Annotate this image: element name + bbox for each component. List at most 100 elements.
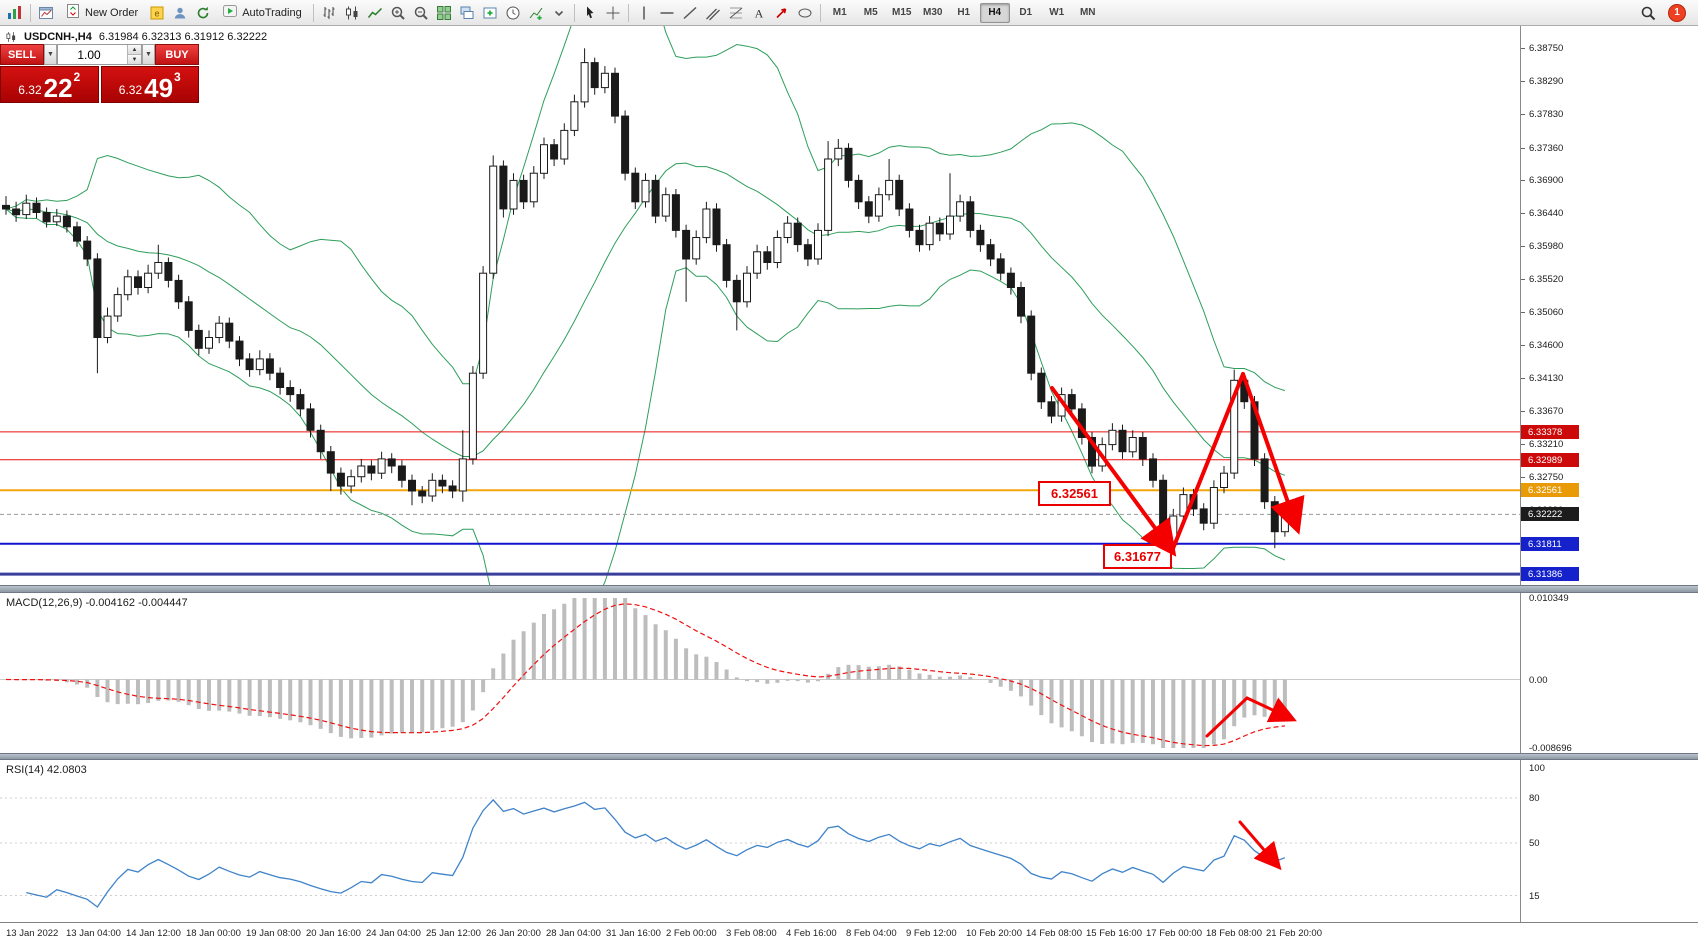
price-axis[interactable]: 6.38750 6.38290 6.37830 6.37360 6.36900 6.364…: [1520, 26, 1698, 585]
sell-options-dropdown[interactable]: ▼: [44, 44, 57, 65]
profiles-icon[interactable]: [169, 2, 191, 24]
fibonacci-icon[interactable]: [725, 2, 747, 24]
buy-options-dropdown[interactable]: ▼: [142, 44, 155, 65]
new-window-icon[interactable]: [479, 2, 501, 24]
timeframe-m15[interactable]: M15: [891, 7, 912, 18]
crosshair-icon[interactable]: [602, 2, 624, 24]
time-axis-label: 26 Jan 20:00: [486, 928, 541, 939]
shapes-icon[interactable]: [794, 2, 816, 24]
rsi-line: [26, 798, 1286, 908]
price-axis-label: 6.32750: [1529, 472, 1564, 483]
zoom-out-icon[interactable]: [410, 2, 432, 24]
macd-plot[interactable]: [0, 593, 1520, 753]
zoom-in-icon[interactable]: [387, 2, 409, 24]
autotrading-button[interactable]: AutoTrading: [215, 2, 309, 24]
chevron-down-icon: ▼: [145, 51, 152, 58]
search-icon[interactable]: [1637, 2, 1659, 24]
time-axis-label: 8 Feb 04:00: [846, 928, 897, 939]
price-tag: 6.31386: [1521, 567, 1579, 581]
notification-badge[interactable]: 1: [1668, 3, 1686, 22]
rsi-axis[interactable]: 100 80 50 15: [1520, 760, 1698, 922]
time-axis-label: 14 Jan 12:00: [126, 928, 181, 939]
candlestick-chart-icon[interactable]: [341, 2, 363, 24]
buy-button[interactable]: BUY: [155, 44, 199, 65]
line-chart-icon[interactable]: [364, 2, 386, 24]
time-axis-label: 13 Jan 2022: [6, 928, 59, 939]
price-axis-tick: [1521, 477, 1525, 478]
macd-axis-label: 0.010349: [1529, 593, 1569, 604]
app-icon[interactable]: [4, 2, 26, 24]
time-axis-label: 15 Feb 16:00: [1086, 928, 1142, 939]
cursor-icon[interactable]: [579, 2, 601, 24]
buy-price-sup: 3: [174, 70, 181, 84]
channel-icon[interactable]: [702, 2, 724, 24]
price-axis-tick: [1521, 81, 1525, 82]
sell-button[interactable]: SELL: [0, 44, 44, 65]
price-axis-tick: [1521, 48, 1525, 49]
timeframe-d1[interactable]: D1: [1019, 7, 1033, 18]
indicators-icon[interactable]: [525, 2, 547, 24]
rsi-label: RSI(14) 42.0803: [6, 764, 87, 776]
cascade-windows-icon[interactable]: [456, 2, 478, 24]
trade-controls-row: SELL ▼ ▲ ▼ ▼ BUY: [0, 44, 199, 65]
price-tag: 6.32222: [1521, 507, 1579, 521]
price-axis-label: 6.36440: [1529, 208, 1564, 219]
macd-histogram: [14, 598, 1287, 748]
volume-decrease-button[interactable]: ▼: [127, 55, 141, 64]
period-icon[interactable]: [502, 2, 524, 24]
rsi-axis-label: 80: [1529, 793, 1540, 804]
rsi-plot[interactable]: [0, 760, 1520, 922]
main-chart-panel[interactable]: 6.38750 6.38290 6.37830 6.37360 6.36900 6.364…: [0, 26, 1698, 585]
new-order-button-label: New Order: [85, 6, 139, 19]
volume-increase-button[interactable]: ▲: [127, 45, 141, 55]
toolbar: New Order e AutoTrading A M1 M5 M15 M30 H1 H4 D1 W1…: [0, 0, 1698, 26]
sell-price-main: 22: [43, 72, 73, 103]
timeframe-m5[interactable]: M5: [863, 7, 878, 18]
macd-panel[interactable]: 0.010349 0.00 -0.008696 MACD(12,26,9) -0.0…: [0, 593, 1698, 754]
toolbar-left-group: New Order e AutoTrading A M1 M5 M15 M30 H1 H4 D1 W1…: [4, 2, 1103, 24]
refresh-icon[interactable]: [192, 2, 214, 24]
time-axis-label: 25 Jan 12:00: [426, 928, 481, 939]
time-axis-label: 18 Jan 00:00: [186, 928, 241, 939]
price-tag: 6.32989: [1521, 453, 1579, 467]
time-axis-label: 4 Feb 16:00: [786, 928, 837, 939]
timeframe-w1[interactable]: W1: [1049, 7, 1065, 18]
macd-signal-line: [5, 603, 1285, 747]
time-axis-label: 19 Jan 08:00: [246, 928, 301, 939]
timeframe-m1[interactable]: M1: [832, 7, 847, 18]
volume-input[interactable]: [58, 45, 120, 64]
bar-chart-icon[interactable]: [318, 2, 340, 24]
price-axis-label: 6.35060: [1529, 307, 1564, 318]
price-axis-label: 6.38290: [1529, 76, 1564, 87]
price-axis-tick: [1521, 444, 1525, 445]
timeframe-h4[interactable]: H4: [979, 2, 1010, 23]
chevron-down-icon: ▼: [47, 51, 54, 58]
rsi-panel[interactable]: 100 80 50 15 RSI(14) 42.0803: [0, 760, 1698, 922]
macd-axis[interactable]: 0.010349 0.00 -0.008696: [1520, 593, 1698, 754]
time-axis-label: 3 Feb 08:00: [726, 928, 777, 939]
price-axis-tick: [1521, 345, 1525, 346]
buy-price-tile[interactable]: 6.32 49 3: [100, 66, 199, 103]
rsi-axis-label: 50: [1529, 838, 1540, 849]
price-axis-tick: [1521, 114, 1525, 115]
timeframe-h1[interactable]: H1: [957, 7, 971, 18]
sell-price-tile[interactable]: 6.32 22 2: [0, 66, 99, 103]
price-callout: 6.32561: [1038, 481, 1111, 506]
trendline-icon[interactable]: [679, 2, 701, 24]
new-chart-icon[interactable]: [35, 2, 57, 24]
timeframe-mn[interactable]: MN: [1079, 7, 1096, 18]
panel-splitter[interactable]: [0, 753, 1698, 760]
vertical-line-icon[interactable]: [633, 2, 655, 24]
horizontal-line-icon[interactable]: [656, 2, 678, 24]
metaeditor-icon[interactable]: e: [146, 2, 168, 24]
chevron-down-icon[interactable]: [548, 2, 570, 24]
panel-splitter[interactable]: [0, 585, 1698, 593]
text-icon[interactable]: A: [748, 2, 770, 24]
arrows-tool-icon[interactable]: [771, 2, 793, 24]
candlestick-plot[interactable]: [0, 26, 1520, 585]
timeframe-m30[interactable]: M30: [922, 7, 943, 18]
time-axis[interactable]: 13 Jan 2022 13 Jan 04:00 14 Jan 12:00 18 Ja…: [0, 922, 1698, 943]
tile-windows-icon[interactable]: [433, 2, 455, 24]
new-order-button[interactable]: New Order: [58, 2, 145, 24]
price-axis-label: 6.34600: [1529, 340, 1564, 351]
